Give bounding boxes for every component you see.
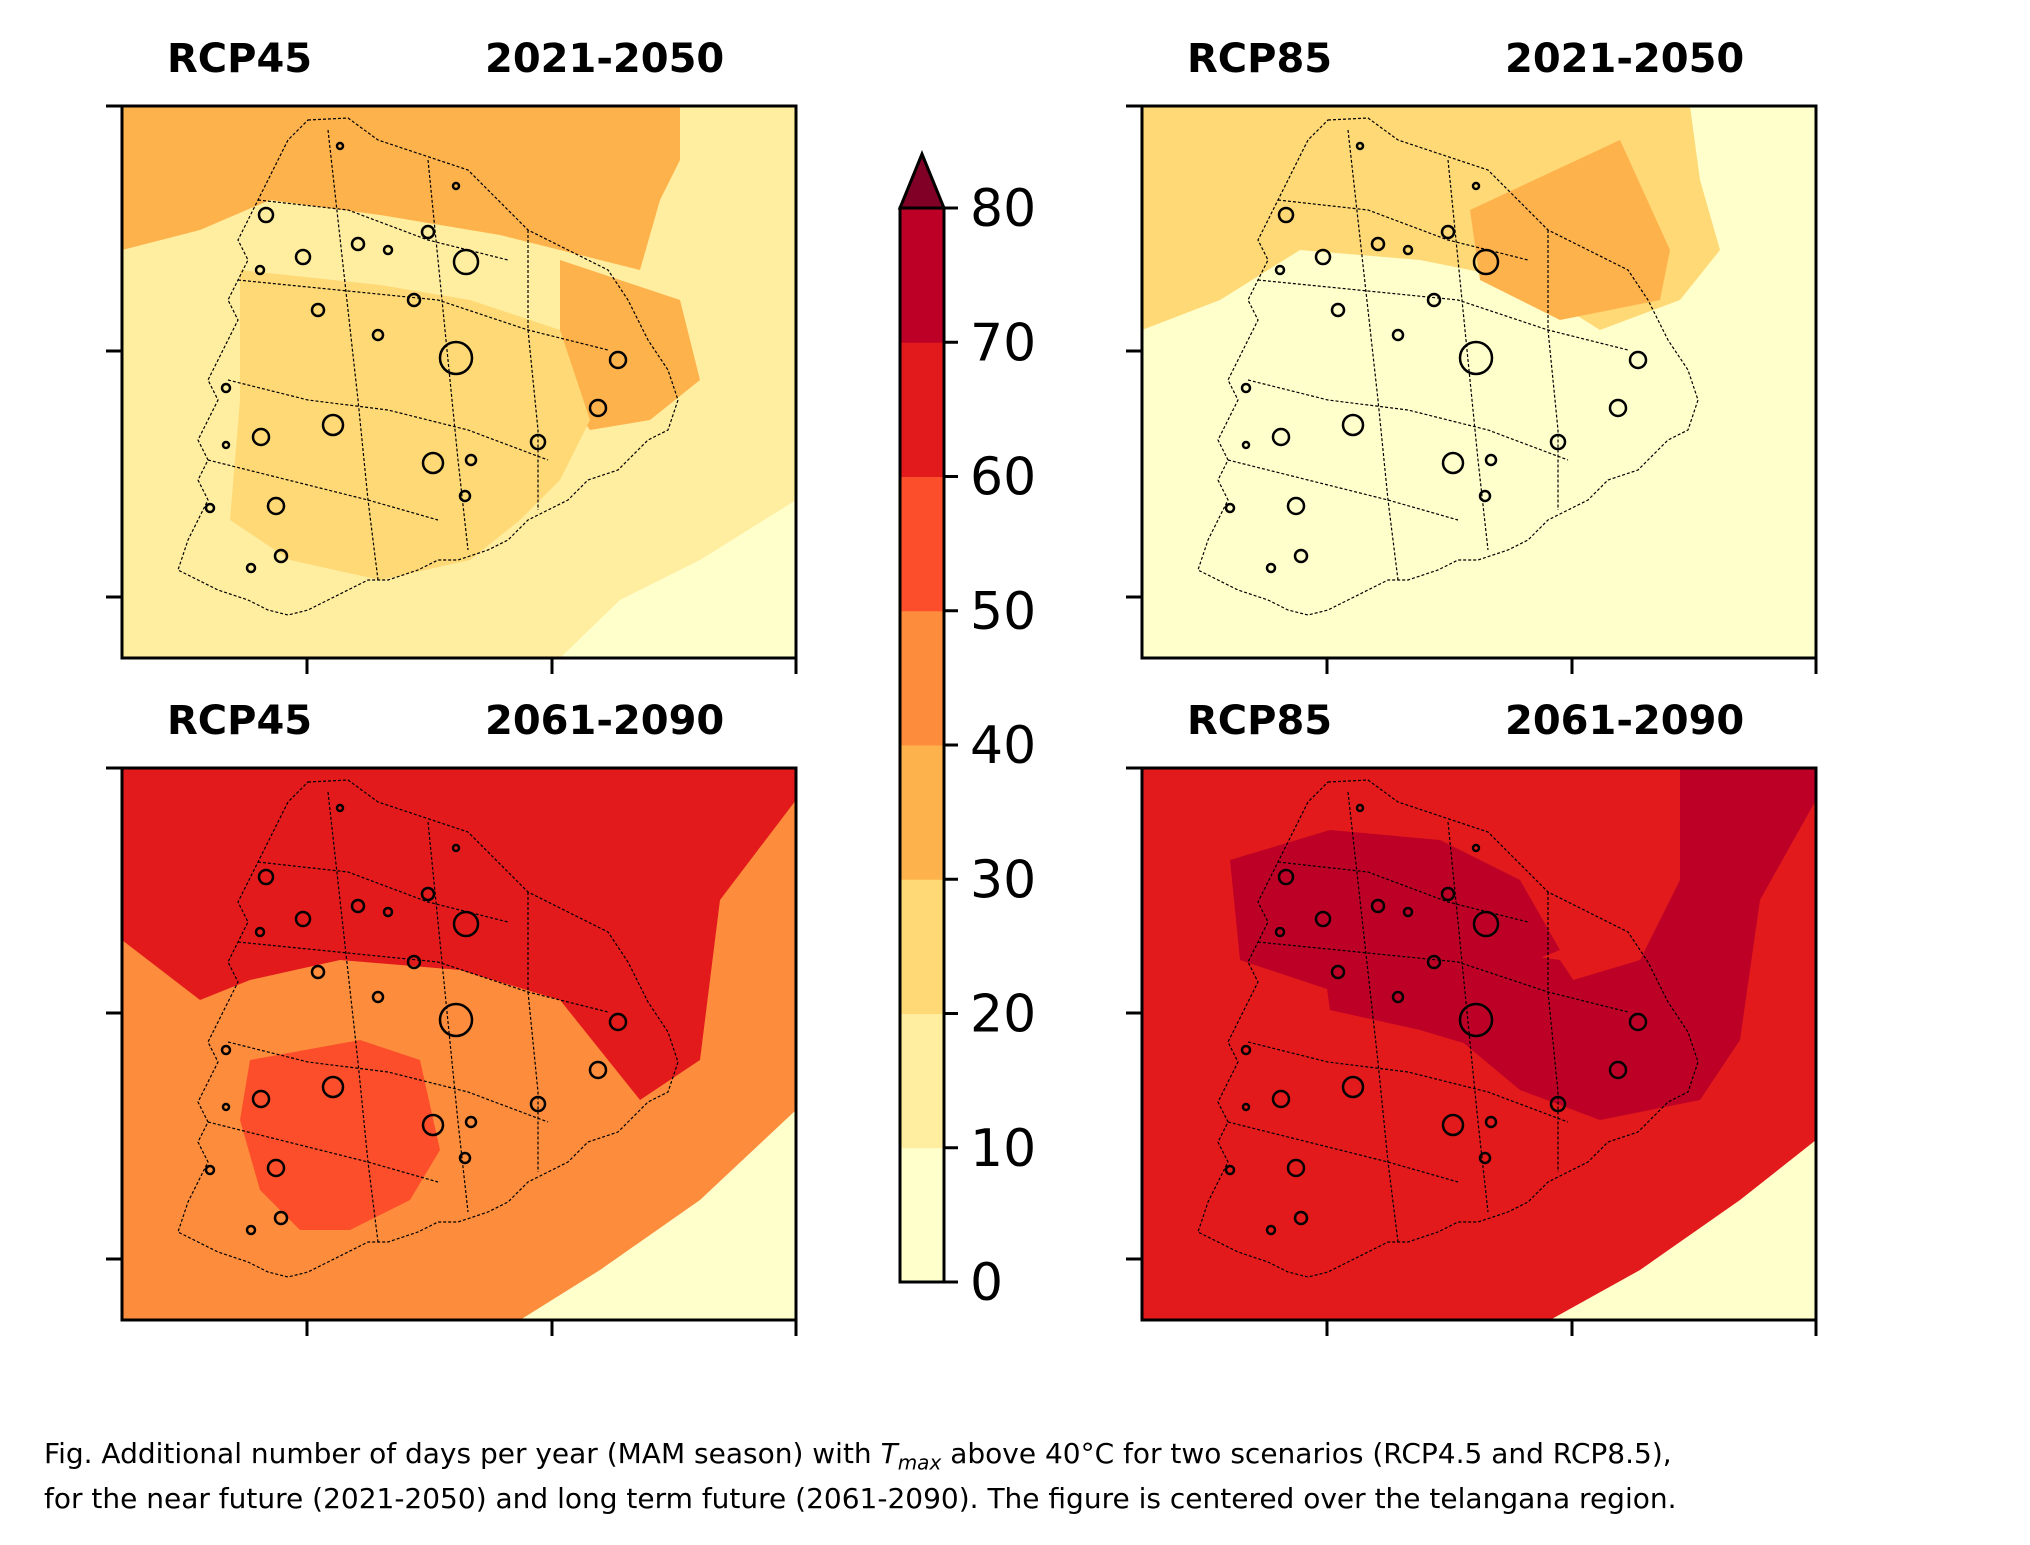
panel-scenario-label: RCP85 (1187, 36, 1332, 82)
map-panel-rcp45-2061-2090: RCP45 2061-2090 (106, 698, 798, 1336)
contour-east (640, 780, 730, 900)
map-panel-rcp45-2021-2050: RCP45 2021-2050 (106, 36, 798, 674)
colorbar-tick-label: 80 (970, 179, 1036, 239)
colorbar-tick-label: 10 (970, 1119, 1036, 1179)
panel-scenario-label: RCP45 (167, 698, 312, 744)
contour-east (560, 260, 700, 430)
colorbar-tick-label: 50 (970, 582, 1036, 642)
panel-scenario-label: RCP45 (167, 36, 312, 82)
panel-period-label: 2061-2090 (1505, 698, 1744, 744)
colorbar-band (900, 208, 944, 343)
colorbar-tick-label: 0 (970, 1253, 1003, 1313)
colorbar-bands (900, 208, 944, 1283)
colorbar-tick-label: 20 (970, 985, 1036, 1045)
map-panel-rcp85-2061-2090: RCP85 2061-2090 (1126, 698, 1818, 1336)
tmax-symbol: Tmax (880, 1437, 942, 1475)
map-frame (120, 766, 798, 1322)
contour-center (230, 270, 590, 580)
axis-ticks (106, 766, 798, 1336)
colorbar-band (900, 610, 944, 746)
colorbar-band (900, 1147, 944, 1283)
contour-center (240, 1040, 440, 1230)
map-frame (1140, 104, 1818, 660)
panel-period-label: 2061-2090 (485, 698, 724, 744)
panel-period-label: 2021-2050 (1505, 36, 1744, 82)
colorbar-band (900, 342, 944, 477)
figure: RCP45 2021-2050 RCP85 2021-2050 (106, 36, 1818, 1336)
contour-center (1320, 940, 1600, 1060)
contour-southeast (1660, 106, 1816, 658)
colorbar-ticks: 0 10 20 30 40 50 60 70 80 (944, 179, 1036, 1313)
caption-text: above 40°C for two scenarios (RCP4.5 and… (950, 1437, 1672, 1470)
caption-line-2: for the near future (2021-2050) and long… (44, 1481, 1677, 1515)
axis-ticks (106, 104, 798, 674)
caption-line-1: Fig. Additional number of days per year … (44, 1436, 2004, 1481)
map-panel-rcp85-2021-2050: RCP85 2021-2050 (1126, 36, 1818, 674)
contour-southeast (1550, 1140, 1816, 1320)
contour-north (122, 106, 680, 270)
contour-southeast (520, 1110, 796, 1320)
axis-ticks (1126, 104, 1818, 674)
panel-scenario-label: RCP85 (1187, 698, 1332, 744)
colorbar-band (900, 879, 944, 1014)
caption-text: Fig. Additional number of days per year … (44, 1437, 872, 1470)
colorbar-band (900, 745, 944, 880)
colorbar-extend-arrow (897, 150, 947, 210)
colorbar-tick-label: 30 (970, 850, 1036, 910)
axis-ticks (1126, 766, 1818, 1336)
contour-center (1240, 280, 1520, 580)
colorbar-tick-label: 70 (970, 313, 1036, 373)
tmax-subscript: max (897, 1450, 942, 1475)
colorbar-tick-label: 60 (970, 448, 1036, 508)
colorbar: 0 10 20 30 40 50 60 70 80 (897, 150, 1036, 1313)
contour-east (1470, 140, 1670, 320)
colorbar-band (900, 1013, 944, 1149)
map-frame (1140, 766, 1818, 1322)
colorbar-band (900, 476, 944, 612)
tmax-letter: T (880, 1437, 898, 1470)
contour-southeast (560, 500, 796, 658)
colorbar-tick-label: 40 (970, 716, 1036, 776)
panel-period-label: 2021-2050 (485, 36, 724, 82)
figure-caption: Fig. Additional number of days per year … (44, 1436, 2004, 1517)
map-frame (120, 104, 798, 660)
